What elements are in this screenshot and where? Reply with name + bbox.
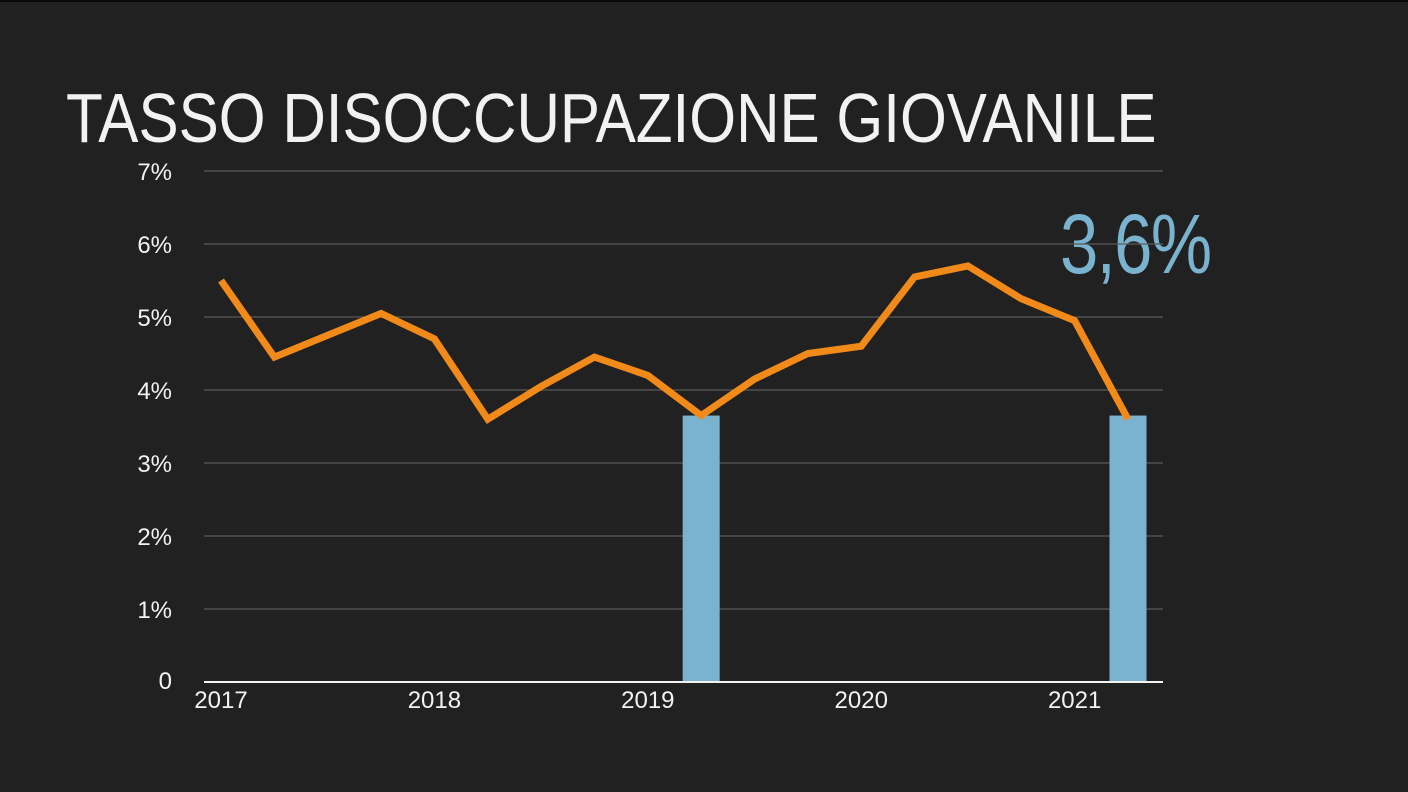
- y-tick-label: 1%: [137, 597, 172, 624]
- y-tick-label: 7%: [137, 159, 172, 186]
- x-tick-labels: 2017 2018 2019 2020 2021: [194, 687, 1101, 714]
- x-tick-label: 2020: [835, 687, 888, 714]
- line-series-path: [218, 262, 1132, 424]
- y-tick-label: 6%: [137, 232, 172, 259]
- line-series: [218, 262, 1132, 424]
- y-tick-label: 5%: [137, 305, 172, 332]
- y-tick-label: 4%: [137, 378, 172, 405]
- x-tick-label: 2019: [621, 687, 674, 714]
- top-border: [0, 0, 1408, 2]
- bars: [682, 415, 1147, 682]
- x-tick-label: 2021: [1048, 687, 1101, 714]
- y-tick-label: 0: [159, 668, 172, 695]
- x-tick-label: 2018: [408, 687, 461, 714]
- y-tick-labels: 0 1% 2% 3% 4% 5% 6% 7%: [137, 159, 172, 695]
- bar: [1109, 415, 1147, 682]
- y-tick-label: 2%: [137, 524, 172, 551]
- x-tick-label: 2017: [194, 687, 247, 714]
- y-tick-label: 3%: [137, 451, 172, 478]
- bar: [682, 415, 720, 682]
- chart-title: TASSO DISOCCUPAZIONE GIOVANILE: [66, 79, 1157, 157]
